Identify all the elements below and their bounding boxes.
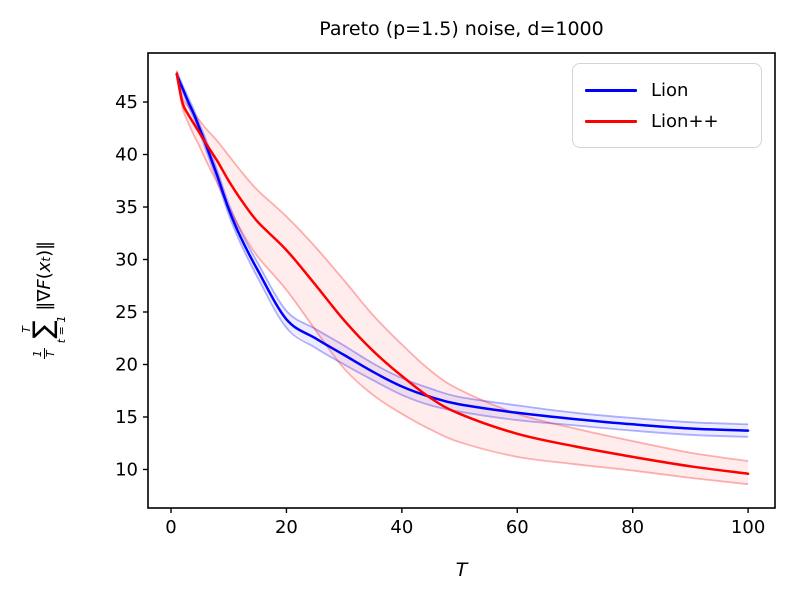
x-tick-label: 100 — [731, 517, 765, 538]
ylabel-fraction: 1 T — [30, 348, 57, 360]
band-lower-lion — [175, 77, 749, 438]
x-tick-label: 40 — [390, 517, 413, 538]
band-lower-lionpp — [175, 76, 749, 486]
legend-label-lion: Lion — [651, 79, 689, 101]
band-fill-lionpp — [176, 70, 749, 485]
legend-box: Lion Lion++ — [572, 63, 762, 148]
y-axis-label: 1 T T ∑ t = 1 ‖∇ F ( x t ) ‖ — [18, 150, 70, 450]
curve-lion — [175, 73, 750, 432]
lionpp-line-sample — [585, 119, 637, 123]
band-fill-lion — [176, 71, 749, 437]
legend-item-lion: Lion — [585, 80, 749, 101]
band-upper-lionpp — [175, 70, 749, 462]
sigma-symbol: ∑ — [27, 320, 59, 339]
chart-title: Pareto (p=1.5) noise, d=1000 — [319, 18, 604, 40]
legend-label-lionpp: Lion++ — [651, 110, 719, 132]
legend-item-lionpp: Lion++ — [585, 111, 749, 132]
lion-line-sample — [585, 88, 637, 92]
y-tick-label: 15 — [115, 407, 138, 428]
y-tick-label: 45 — [115, 92, 138, 113]
ylabel-norm-expression: ‖∇ F ( x t ) ‖ — [33, 240, 55, 311]
x-tick-label: 60 — [506, 517, 529, 538]
y-tick-label: 30 — [115, 250, 138, 271]
y-tick-label: 35 — [115, 197, 138, 218]
y-tick-label: 10 — [115, 459, 138, 480]
x-axis-label: T — [455, 559, 468, 581]
axes-spines — [147, 52, 776, 509]
ylabel-sum: T ∑ t = 1 — [19, 315, 69, 344]
curve-lionpp — [175, 72, 750, 475]
x-tick-label: 0 — [165, 517, 176, 538]
y-tick-label: 25 — [115, 302, 138, 323]
band-upper-lion — [175, 71, 749, 426]
y-tick-label: 40 — [115, 145, 138, 166]
y-tick-label: 20 — [115, 354, 138, 375]
x-tick-label: 20 — [275, 517, 298, 538]
x-tick-label: 80 — [621, 517, 644, 538]
